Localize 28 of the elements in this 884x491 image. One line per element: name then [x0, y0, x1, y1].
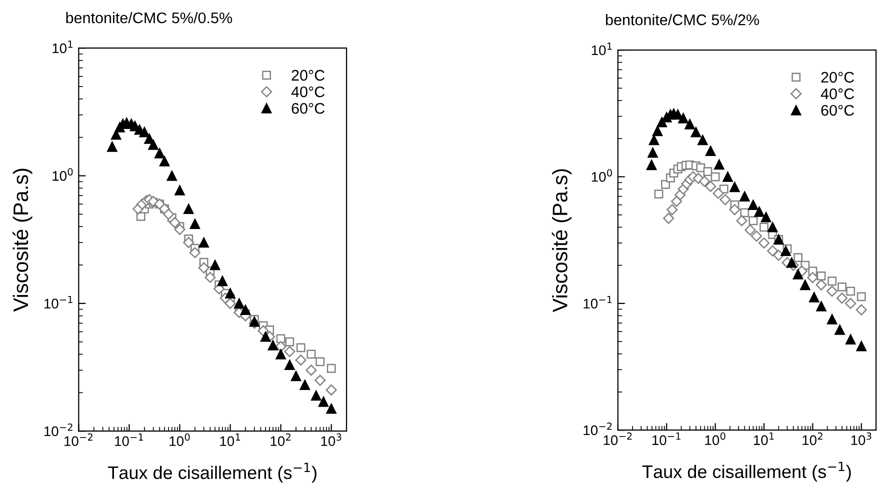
legend-label: 40°C — [291, 86, 325, 98]
legend-label: 40°C — [820, 88, 854, 100]
y-tick-label: 10$^{−1}$ — [584, 296, 612, 309]
y-tick-label: 10$^{−1}$ — [44, 296, 72, 309]
x-tick-label: 10$^{0}$ — [170, 433, 190, 446]
legend-label: 20°C — [821, 72, 854, 83]
x-tick-label: 10$^{3}$ — [851, 432, 872, 446]
x-tick-label: 10$^{−1}$ — [652, 432, 680, 446]
y-tick-label: 10$^{1}$ — [52, 40, 72, 54]
x-axis-title: Taux de cisaillement (s$^{−1}$) — [642, 462, 851, 482]
x-tick-label: 10$^{3}$ — [321, 433, 342, 446]
legend-label: 60°C — [821, 104, 854, 116]
x-tick-label: 10$^{1}$ — [754, 432, 774, 446]
x-axis-title: Taux de cisaillement (s$^{−1}$) — [108, 462, 316, 483]
x-tick-label: 10$^{2}$ — [802, 432, 822, 446]
x-tick-label: 10$^{1}$ — [220, 434, 240, 446]
y-axis-title: Viscosité (Pa.s) — [552, 169, 572, 312]
x-tick-label: 10$^{2}$ — [270, 433, 290, 446]
chart-title: bentonite/CMC 5%/2% — [606, 14, 760, 26]
x-tick-label: 10$^{−1}$ — [115, 434, 144, 446]
y-tick-label: 10$^{0}$ — [52, 168, 73, 181]
chart-title: bentonite/CMC 5%/0.5% — [66, 12, 232, 24]
y-tick-label: 10$^{0}$ — [592, 169, 612, 182]
legend-label: 60°C — [292, 102, 325, 114]
x-tick-label: 10$^{0}$ — [705, 432, 726, 446]
y-tick-label: 10$^{1}$ — [592, 42, 612, 56]
legend-label: 20°C — [292, 70, 325, 81]
y-axis-title: Viscosité (Pa.s) — [12, 168, 32, 312]
